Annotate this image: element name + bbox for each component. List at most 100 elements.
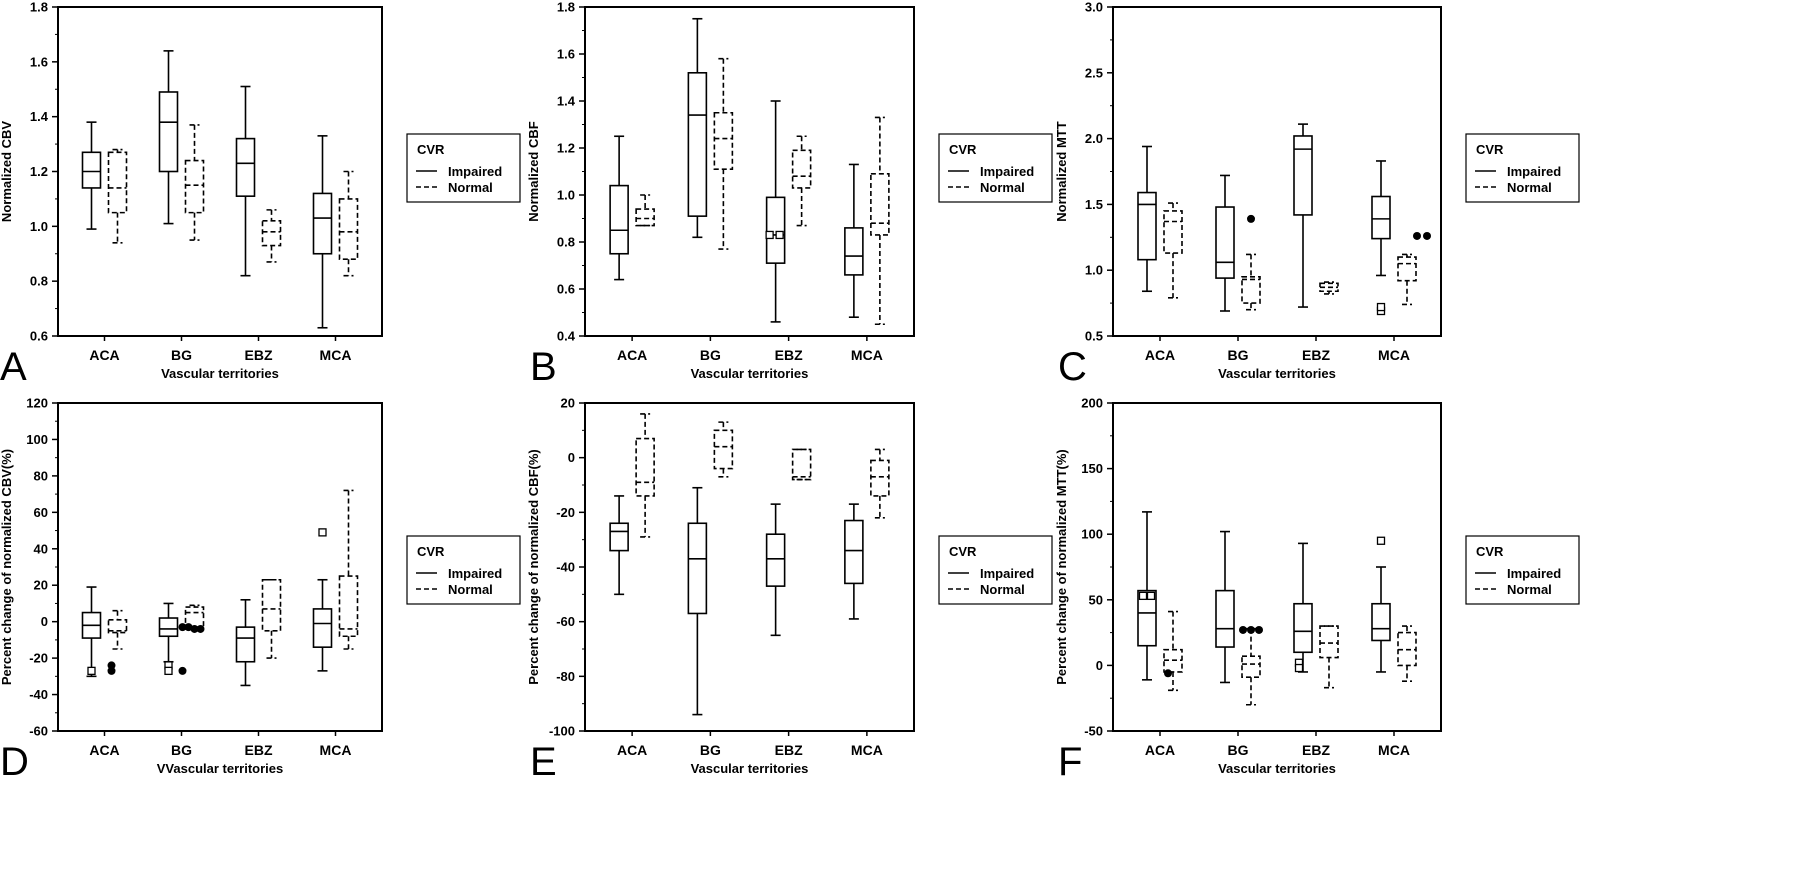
box-dashed-aca — [635, 194, 655, 227]
x-tick-label: MCA — [320, 347, 352, 363]
x-axis-title: Vascular territories — [691, 366, 809, 381]
x-tick-label: EBZ — [775, 742, 803, 758]
legend-box — [406, 133, 521, 203]
plot-frame — [584, 6, 915, 337]
y-tick-label: 200 — [1081, 396, 1103, 411]
y-tick-label: 1.6 — [557, 47, 575, 62]
y-axis-title: Normalized CBF — [526, 121, 541, 221]
y-tick-label: 0 — [41, 614, 48, 629]
y-tick-label: 1.0 — [557, 188, 575, 203]
plot-frame — [57, 6, 383, 337]
box-body — [1293, 602, 1313, 654]
box-solid-mca — [312, 528, 333, 672]
legend-item-impaired: Impaired — [980, 566, 1034, 581]
y-tick-label: 2.0 — [1085, 131, 1103, 146]
box-dashed-bg — [1239, 625, 1263, 706]
box-dashed-mca — [338, 489, 359, 650]
box-solid-bg — [158, 602, 179, 676]
outlier-dot — [1247, 214, 1255, 223]
x-tick-label: MCA — [1378, 742, 1410, 758]
chart-panel-a: 0.6 0.8 1.0 1.2 1.4 1.6 1.8 ACA BG EBZ MCA Vascular… — [0, 0, 521, 389]
box-body — [184, 159, 205, 214]
outlier-square — [1294, 663, 1304, 673]
box-solid-mca — [844, 163, 864, 319]
box-body — [312, 608, 333, 648]
panel-letter: D — [0, 740, 29, 784]
outlier-dot — [1413, 231, 1421, 240]
box-dashed-mca — [870, 116, 890, 326]
box-solid-aca — [81, 121, 102, 230]
box-body — [1319, 625, 1339, 659]
x-tick-label: EBZ — [1302, 742, 1330, 758]
box-body — [1137, 589, 1157, 647]
chart-panel-e: -100 -80 -60 -40 -20 0 20 ACA BG EBZ MCA Vascular t… — [526, 396, 1053, 784]
y-tick-label: 100 — [1081, 527, 1103, 542]
outlier-dot — [1247, 625, 1255, 634]
box-body — [609, 184, 629, 255]
y-axis-title: Percent change of normalized CBF(%) — [526, 449, 541, 684]
y-tick-label: -40 — [29, 687, 48, 702]
box-body — [1293, 135, 1313, 216]
box-body — [635, 208, 655, 227]
box-dashed-ebz — [1319, 625, 1339, 689]
x-axis-title: Vascular territories — [1218, 366, 1336, 381]
box-body — [81, 151, 102, 189]
x-axis-title: Vascular territories — [1218, 761, 1336, 776]
x-axis-title: VVascular territories — [157, 761, 283, 776]
box-body — [765, 533, 786, 587]
legend-title: CVR — [949, 142, 977, 157]
y-tick-label: 0 — [568, 450, 575, 465]
box-solid-bg — [1215, 530, 1235, 684]
x-axis-title: Vascular territories — [691, 761, 809, 776]
box-body — [635, 437, 655, 497]
outlier-dot — [1423, 231, 1431, 240]
box-body — [1163, 210, 1183, 254]
legend-box — [1465, 535, 1580, 605]
box-body — [312, 192, 333, 255]
panel-letter: C — [1058, 345, 1087, 389]
box-body — [1137, 191, 1157, 261]
box-body — [261, 578, 282, 632]
y-tick-label: 80 — [34, 468, 48, 483]
y-tick-label: 1.2 — [557, 141, 575, 156]
x-tick-label: BG — [1228, 347, 1249, 363]
box-solid-mca — [844, 503, 864, 620]
box-body — [1215, 589, 1235, 648]
outlier-dot — [107, 666, 116, 675]
box-body — [107, 151, 128, 214]
box-solid-mca — [1371, 536, 1391, 673]
y-tick-label: 1.4 — [30, 109, 49, 124]
box-dashed-aca — [1163, 610, 1183, 692]
box-dashed-mca — [1397, 231, 1431, 306]
y-tick-label: 1.0 — [30, 219, 48, 234]
y-tick-label: -40 — [556, 560, 575, 575]
box-body — [609, 522, 629, 552]
box-dashed-aca — [107, 148, 128, 244]
box-body — [235, 626, 256, 663]
x-tick-label: BG — [700, 347, 721, 363]
legend-item-normal: Normal — [1507, 582, 1552, 597]
box-body — [338, 198, 359, 261]
box-solid-bg — [687, 17, 708, 239]
x-tick-label: BG — [1228, 742, 1249, 758]
plot-frame — [1112, 6, 1442, 337]
x-tick-label: EBZ — [1302, 347, 1330, 363]
x-axis-title: Vascular territories — [161, 366, 279, 381]
y-tick-label: 1.8 — [557, 0, 575, 15]
y-tick-label: 100 — [26, 432, 48, 447]
box-solid-aca — [609, 495, 629, 596]
y-tick-label: 0.6 — [30, 329, 48, 344]
legend-item-normal: Normal — [448, 180, 493, 195]
box-solid-ebz — [235, 598, 256, 687]
x-tick-label: BG — [700, 742, 721, 758]
box-solid-bg — [158, 50, 179, 225]
outlier-dot — [184, 623, 193, 632]
y-tick-label: 0 — [1096, 658, 1103, 673]
box-dashed-mca — [1397, 625, 1417, 682]
outlier-square — [1138, 591, 1148, 601]
box-dashed-aca — [635, 413, 655, 538]
x-tick-label: MCA — [320, 742, 352, 758]
